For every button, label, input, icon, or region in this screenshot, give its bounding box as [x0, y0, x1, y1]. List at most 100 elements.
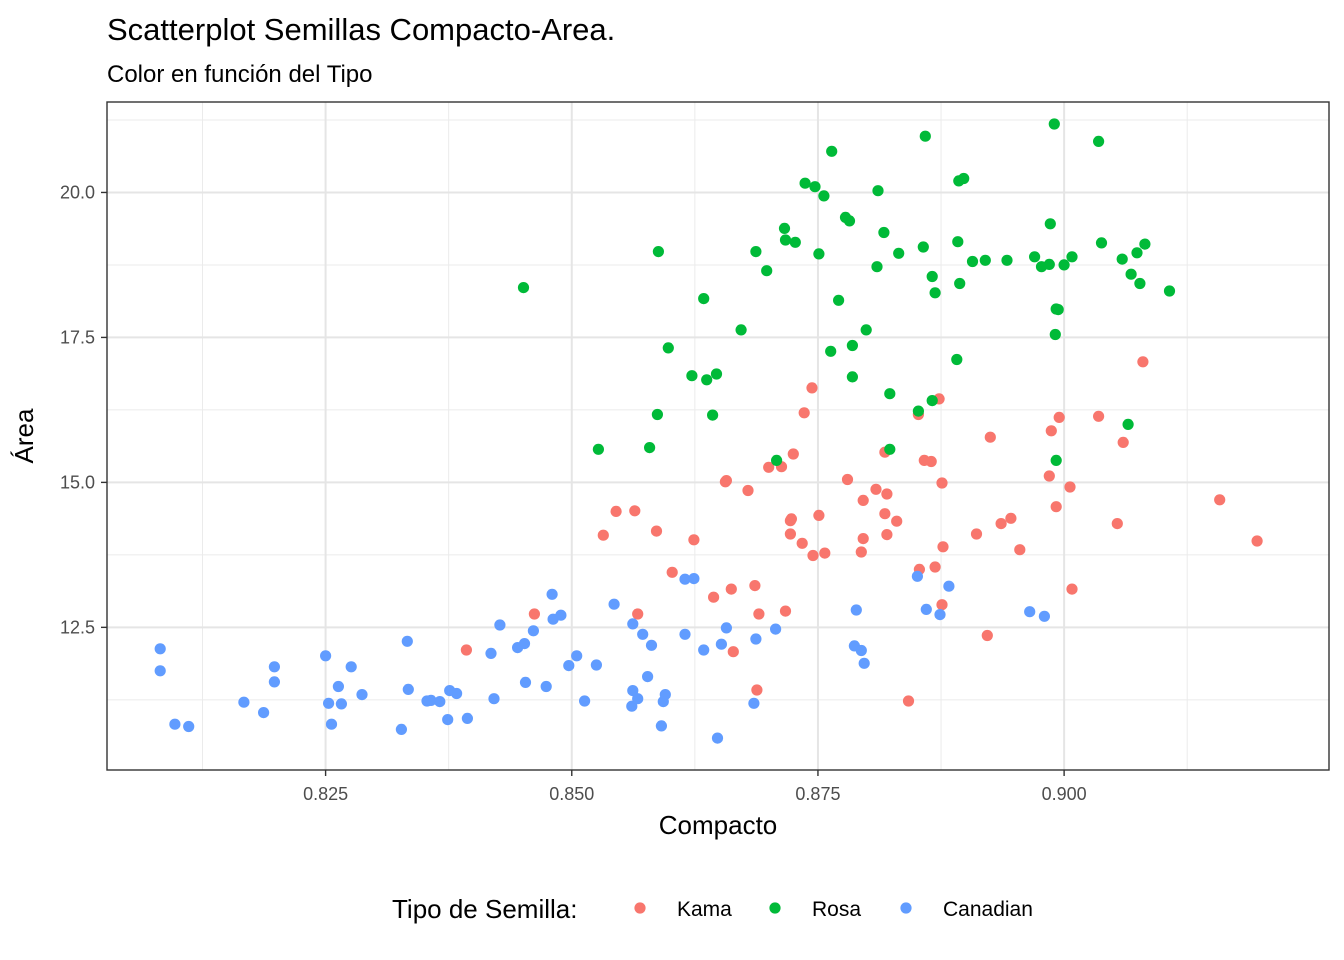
legend-label: Rosa — [812, 898, 861, 921]
data-point — [402, 683, 414, 696]
legend-key — [634, 902, 646, 914]
major-gridlines — [107, 102, 1329, 770]
data-point — [742, 484, 754, 497]
data-point — [925, 455, 937, 468]
data-point — [268, 676, 280, 688]
data-point — [954, 277, 966, 290]
data-point — [787, 448, 799, 460]
data-point — [818, 190, 830, 202]
data-point — [666, 566, 678, 578]
data-point — [1001, 254, 1013, 266]
data-point — [761, 265, 773, 277]
data-point — [1125, 268, 1137, 280]
legend-label: Kama — [677, 898, 732, 921]
data-point — [1064, 481, 1076, 493]
minor-gridlines — [107, 102, 1329, 770]
y-tick-label: 15.0 — [60, 472, 95, 492]
data-point — [268, 661, 280, 673]
data-point — [679, 573, 691, 585]
data-point — [779, 234, 792, 246]
legend-item-rosa: Rosa — [769, 898, 861, 921]
data-point — [395, 723, 407, 736]
data-point — [686, 370, 698, 382]
data-point — [1035, 261, 1048, 273]
data-point — [884, 388, 896, 400]
data-point — [727, 646, 739, 658]
data-point — [926, 395, 938, 407]
data-point — [540, 680, 552, 693]
data-point — [710, 368, 723, 380]
data-point — [546, 588, 558, 600]
data-point — [966, 255, 979, 268]
data-point — [657, 696, 669, 708]
data-point — [857, 533, 869, 545]
data-point — [662, 342, 674, 354]
data-point — [750, 246, 762, 258]
data-point — [461, 712, 473, 725]
data-point — [626, 700, 638, 712]
data-point — [320, 650, 332, 662]
data-point — [881, 488, 893, 500]
data-point — [1053, 411, 1065, 423]
data-point — [846, 371, 859, 383]
data-point — [154, 665, 166, 677]
data-point — [878, 226, 890, 239]
data-point — [1014, 544, 1026, 556]
data-point — [1093, 135, 1105, 147]
data-point — [858, 657, 870, 669]
data-point — [872, 185, 884, 197]
data-point — [893, 247, 905, 259]
data-point — [1045, 425, 1057, 437]
data-point — [951, 353, 963, 366]
data-point — [919, 130, 931, 142]
data-point — [807, 549, 819, 562]
data-point — [528, 608, 541, 620]
data-point — [1116, 253, 1128, 265]
x-tick-label: 0.850 — [549, 784, 594, 804]
data-point — [335, 698, 347, 710]
data-point — [707, 409, 719, 421]
data-point — [642, 671, 654, 683]
data-point — [451, 687, 463, 700]
data-point — [748, 697, 760, 709]
data-point — [984, 431, 996, 443]
data-point — [763, 461, 775, 473]
data-point — [911, 570, 924, 582]
x-tick-label: 0.900 — [1042, 784, 1087, 804]
data-point — [819, 547, 831, 559]
data-point — [1131, 247, 1143, 259]
y-axis: 12.5 15.0 17.5 20.0 — [60, 182, 107, 637]
data-point — [608, 598, 620, 610]
data-point — [1163, 285, 1176, 297]
legend: Tipo de Semilla: Kama Rosa Canadian — [392, 894, 1033, 924]
legend-item-kama: Kama — [634, 898, 732, 921]
data-point — [1029, 251, 1041, 263]
chart-subtitle: Color en función del Tipo — [107, 61, 373, 88]
series-rosa — [517, 118, 1176, 466]
legend-items: Kama Rosa Canadian — [634, 898, 1033, 921]
data-point — [850, 604, 862, 616]
data-point — [920, 603, 932, 616]
data-point — [517, 282, 530, 294]
panel-background — [107, 102, 1329, 770]
data-point — [434, 696, 446, 708]
data-point — [981, 629, 993, 642]
data-point — [929, 561, 941, 573]
data-point — [1093, 410, 1105, 422]
data-point — [953, 175, 965, 187]
series-canadian — [154, 570, 1050, 744]
x-axis: 0.825 0.850 0.875 0.900 — [303, 770, 1087, 804]
data-point — [855, 644, 867, 657]
data-point — [592, 443, 605, 455]
data-point — [555, 609, 567, 621]
data-point — [701, 374, 713, 386]
data-point — [749, 580, 761, 592]
chart-title: Scatterplot Semillas Compacto-Area. — [107, 12, 615, 47]
points-layer — [154, 118, 1263, 744]
x-tick-label: 0.825 — [303, 784, 348, 804]
data-point — [154, 643, 166, 655]
data-point — [345, 661, 357, 673]
data-point — [936, 599, 948, 611]
data-point — [1049, 328, 1061, 341]
data-point — [1048, 118, 1060, 130]
